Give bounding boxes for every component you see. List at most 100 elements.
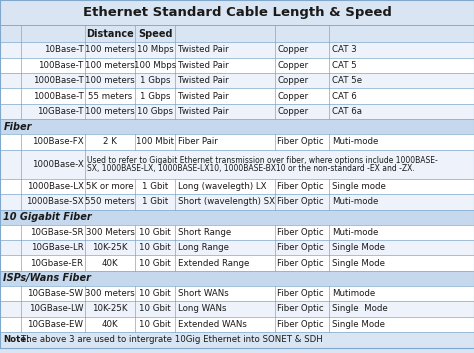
Text: 10GBase-T: 10GBase-T bbox=[37, 107, 83, 116]
Bar bbox=[0, 58, 474, 73]
Text: Ethernet Standard Cable Length & Speed: Ethernet Standard Cable Length & Speed bbox=[82, 6, 392, 19]
Bar bbox=[0, 271, 474, 286]
Text: Fiber Pair: Fiber Pair bbox=[178, 137, 218, 146]
Text: 10GBase-SW: 10GBase-SW bbox=[27, 289, 83, 298]
Text: Fiber Optic: Fiber Optic bbox=[277, 137, 324, 146]
Text: CAT 5: CAT 5 bbox=[332, 61, 356, 70]
Text: 100 meters: 100 meters bbox=[85, 61, 135, 70]
Text: 1 Gbps: 1 Gbps bbox=[140, 76, 171, 85]
Text: 10 Gbit: 10 Gbit bbox=[139, 304, 171, 313]
Text: 10 Gbit: 10 Gbit bbox=[139, 320, 171, 329]
Text: Fiber Optic: Fiber Optic bbox=[277, 289, 324, 298]
Text: Fiber Optic: Fiber Optic bbox=[277, 228, 324, 237]
Text: CAT 6: CAT 6 bbox=[332, 91, 356, 101]
Text: 2 K: 2 K bbox=[103, 137, 117, 146]
Text: 1 Gbit: 1 Gbit bbox=[142, 182, 168, 191]
Text: 1000Base-T: 1000Base-T bbox=[33, 91, 83, 101]
Text: 100Base-FX: 100Base-FX bbox=[32, 137, 83, 146]
Text: 100Base-T: 100Base-T bbox=[38, 61, 83, 70]
Text: 10 Gigabit Fiber: 10 Gigabit Fiber bbox=[3, 212, 92, 222]
Text: Mutimode: Mutimode bbox=[332, 289, 375, 298]
Text: Fiber Optic: Fiber Optic bbox=[277, 259, 324, 268]
Bar bbox=[0, 317, 474, 332]
Text: 300 Meters: 300 Meters bbox=[86, 228, 135, 237]
Text: 10 Gbit: 10 Gbit bbox=[139, 259, 171, 268]
Text: Muti-mode: Muti-mode bbox=[332, 228, 378, 237]
Text: 10Base-T: 10Base-T bbox=[44, 46, 83, 54]
Text: Distance: Distance bbox=[86, 29, 134, 38]
Bar bbox=[0, 25, 474, 42]
Text: Single mode: Single mode bbox=[332, 182, 386, 191]
Text: Long Range: Long Range bbox=[178, 243, 229, 252]
Text: 100 Mbps: 100 Mbps bbox=[134, 61, 176, 70]
Text: 100 Mbit: 100 Mbit bbox=[136, 137, 174, 146]
Text: Long (wavelegth) LX: Long (wavelegth) LX bbox=[178, 182, 266, 191]
Text: 300 meters: 300 meters bbox=[85, 289, 135, 298]
Text: CAT 5e: CAT 5e bbox=[332, 76, 362, 85]
Text: Used to refer to Gigabit Ethernet transmission over fiber, where options include: Used to refer to Gigabit Ethernet transm… bbox=[87, 156, 438, 164]
Text: 1 Gbit: 1 Gbit bbox=[142, 197, 168, 207]
Text: Copper: Copper bbox=[277, 46, 309, 54]
Text: Single Mode: Single Mode bbox=[332, 259, 385, 268]
Text: 10GBase-SR: 10GBase-SR bbox=[30, 228, 83, 237]
Bar bbox=[0, 225, 474, 240]
Text: 1000Base-X: 1000Base-X bbox=[32, 160, 83, 169]
Text: 40K: 40K bbox=[102, 320, 118, 329]
Text: Long WANs: Long WANs bbox=[178, 304, 226, 313]
Text: 1000Base-LX: 1000Base-LX bbox=[27, 182, 83, 191]
Text: 100 meters: 100 meters bbox=[85, 46, 135, 54]
Text: Note:: Note: bbox=[3, 335, 30, 344]
Text: 10 Gbps: 10 Gbps bbox=[137, 107, 173, 116]
Bar bbox=[0, 332, 474, 348]
Text: CAT 6a: CAT 6a bbox=[332, 107, 362, 116]
Bar bbox=[0, 42, 474, 58]
Bar bbox=[0, 88, 474, 104]
Bar bbox=[0, 0, 474, 25]
Text: 10 Gbit: 10 Gbit bbox=[139, 289, 171, 298]
Bar bbox=[0, 134, 474, 150]
Bar bbox=[0, 240, 474, 256]
Bar bbox=[0, 286, 474, 301]
Text: Single Mode: Single Mode bbox=[332, 320, 385, 329]
Text: Extended WANs: Extended WANs bbox=[178, 320, 246, 329]
Text: 55 meters: 55 meters bbox=[88, 91, 132, 101]
Text: Copper: Copper bbox=[277, 91, 309, 101]
Text: 10K-25K: 10K-25K bbox=[92, 243, 128, 252]
Text: Short Range: Short Range bbox=[178, 228, 231, 237]
Text: 100 meters: 100 meters bbox=[85, 76, 135, 85]
Bar bbox=[0, 210, 474, 225]
Bar bbox=[0, 150, 474, 179]
Text: Copper: Copper bbox=[277, 76, 309, 85]
Text: 1 Gbps: 1 Gbps bbox=[140, 91, 171, 101]
Text: SX, 1000BASE-LX, 1000BASE-LX10, 1000BASE-BX10 or the non-standard -EX and -ZX.: SX, 1000BASE-LX, 1000BASE-LX10, 1000BASE… bbox=[87, 164, 415, 173]
Bar bbox=[0, 119, 474, 134]
Text: Single  Mode: Single Mode bbox=[332, 304, 388, 313]
Text: Fiber Optic: Fiber Optic bbox=[277, 304, 324, 313]
Text: 10K-25K: 10K-25K bbox=[92, 304, 128, 313]
Text: Twisted Pair: Twisted Pair bbox=[178, 61, 228, 70]
Text: 100 meters: 100 meters bbox=[85, 107, 135, 116]
Text: Twisted Pair: Twisted Pair bbox=[178, 91, 228, 101]
Text: Single Mode: Single Mode bbox=[332, 243, 385, 252]
Text: 40K: 40K bbox=[102, 259, 118, 268]
Bar bbox=[0, 194, 474, 210]
Text: 10Gbase-ER: 10Gbase-ER bbox=[30, 259, 83, 268]
Text: Copper: Copper bbox=[277, 61, 309, 70]
Text: ISPs/Wans Fiber: ISPs/Wans Fiber bbox=[3, 273, 91, 283]
Text: Short WANs: Short WANs bbox=[178, 289, 228, 298]
Text: Short (wavelength) SX: Short (wavelength) SX bbox=[178, 197, 275, 207]
Bar bbox=[0, 73, 474, 88]
Text: Fiber Optic: Fiber Optic bbox=[277, 243, 324, 252]
Text: Speed: Speed bbox=[138, 29, 173, 38]
Text: 1000Base-T: 1000Base-T bbox=[33, 76, 83, 85]
Text: 550 meters: 550 meters bbox=[85, 197, 135, 207]
Bar bbox=[0, 256, 474, 271]
Text: 1000Base-SX: 1000Base-SX bbox=[26, 197, 83, 207]
Text: 10GBase-LR: 10GBase-LR bbox=[31, 243, 83, 252]
Text: 10 Gbit: 10 Gbit bbox=[139, 243, 171, 252]
Text: Twisted Pair: Twisted Pair bbox=[178, 76, 228, 85]
Text: 10GBase-LW: 10GBase-LW bbox=[29, 304, 83, 313]
Text: CAT 3: CAT 3 bbox=[332, 46, 356, 54]
Bar bbox=[0, 301, 474, 317]
Text: 5K or more: 5K or more bbox=[86, 182, 134, 191]
